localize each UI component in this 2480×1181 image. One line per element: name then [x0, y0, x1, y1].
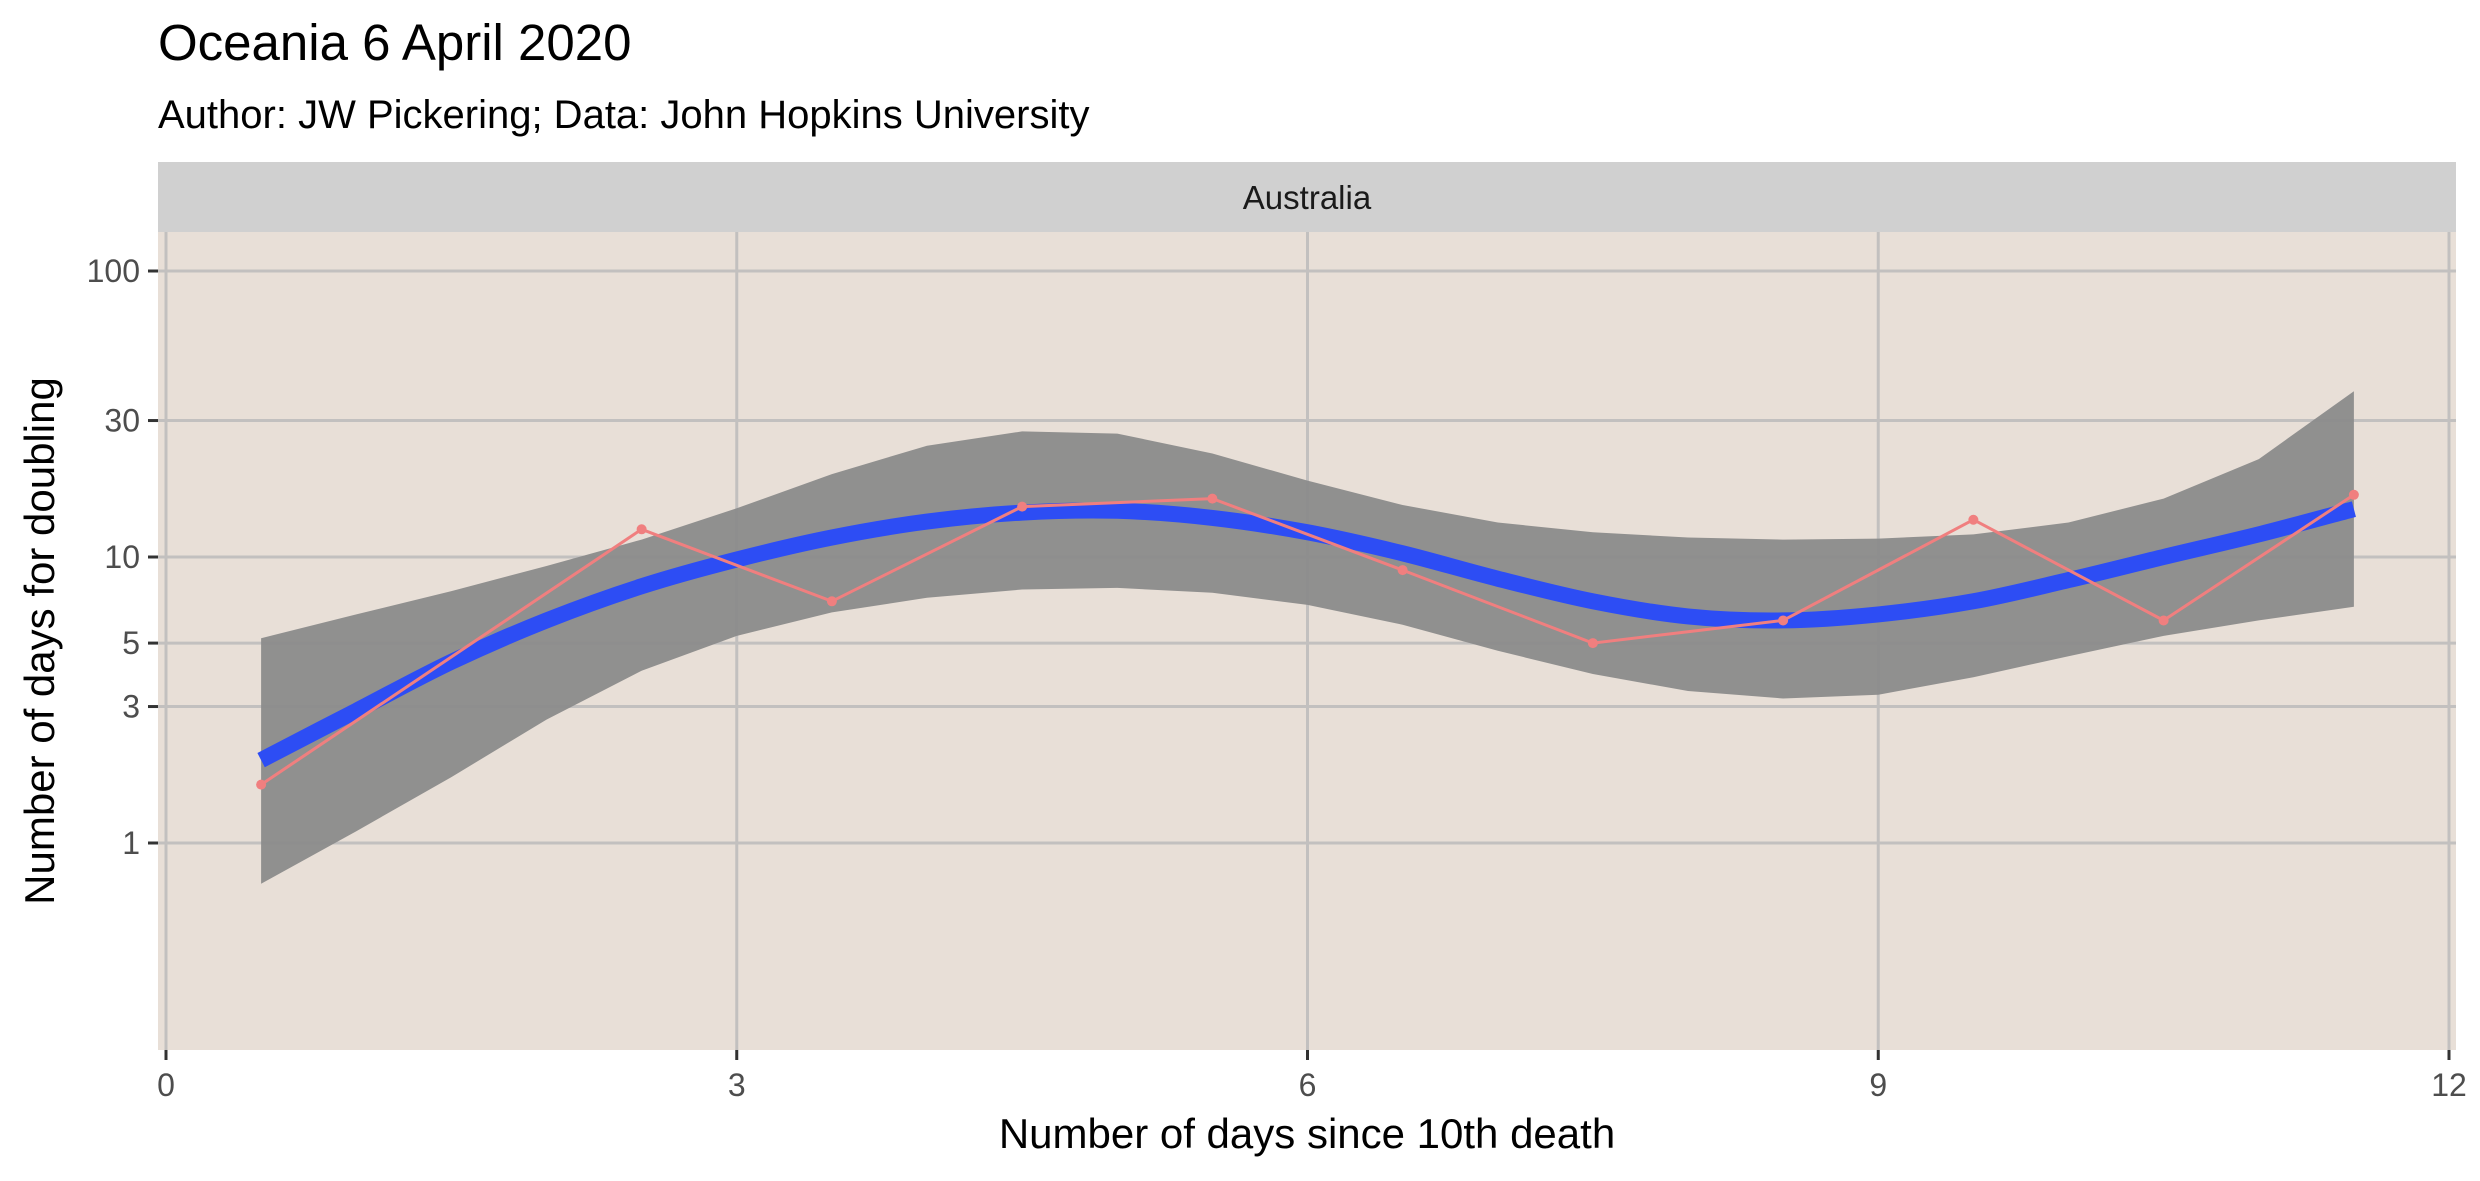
x-tick-label: 9	[1869, 1067, 1887, 1103]
y-tick-label: 30	[104, 403, 140, 439]
observed-point	[1778, 615, 1789, 626]
facet-strip	[158, 162, 2456, 232]
x-tick-label: 12	[2431, 1067, 2467, 1103]
y-tick-label: 10	[104, 539, 140, 575]
y-tick-label: 100	[87, 253, 140, 289]
observed-point	[2348, 489, 2359, 500]
observed-point	[1587, 638, 1598, 649]
observed-point	[1968, 514, 1979, 525]
x-tick-label: 0	[157, 1067, 175, 1103]
observed-point	[636, 524, 647, 535]
y-tick-label: 3	[122, 689, 140, 725]
x-tick-label: 6	[1299, 1067, 1317, 1103]
chart-title: Oceania 6 April 2020	[158, 14, 632, 71]
observed-point	[2158, 615, 2169, 626]
y-tick-label: 5	[122, 625, 140, 661]
axes: 0 3 6 9 12 1 3 5 10 30 100	[87, 253, 2467, 1103]
y-tick-label: 1	[122, 825, 140, 861]
y-axis-title: Number of days for doubling	[16, 377, 63, 905]
observed-series-group	[256, 489, 2359, 790]
observed-point	[256, 779, 267, 790]
confidence-band	[261, 391, 2354, 884]
observed-point	[1207, 493, 1218, 504]
observed-point	[826, 596, 837, 607]
confidence-band-group	[261, 391, 2354, 884]
chart-subtitle: Author: JW Pickering; Data: John Hopkins…	[158, 93, 1089, 137]
facet-label: Australia	[1243, 179, 1372, 216]
x-tick-label: 3	[728, 1067, 746, 1103]
x-axis-title: Number of days since 10th death	[999, 1110, 1615, 1157]
observed-point	[1397, 565, 1408, 576]
observed-point	[1017, 501, 1028, 512]
